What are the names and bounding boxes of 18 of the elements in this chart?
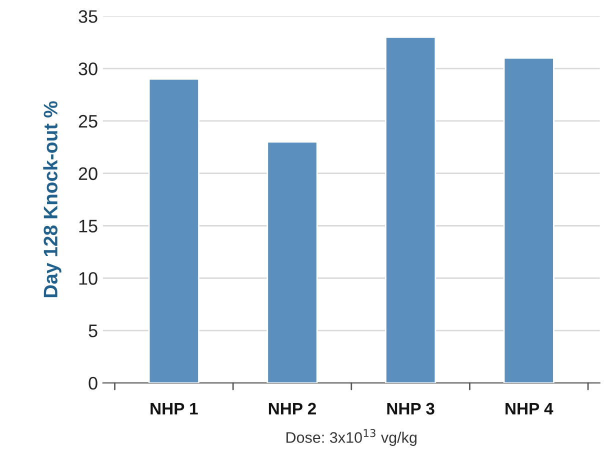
bar [266, 141, 318, 383]
x-tick-label: NHP 2 [268, 402, 316, 414]
x-tick-label: NHP 1 [150, 402, 198, 414]
bar [503, 57, 554, 383]
y-axis-title: Day 128 Knock-out % [43, 101, 62, 298]
y-tick-label: 20 [78, 167, 98, 180]
y-tick-label: 30 [78, 62, 98, 76]
x-tick-label: NHP 4 [506, 402, 554, 414]
bar [385, 36, 436, 383]
y-tick-label: 0 [88, 376, 98, 390]
x-axis-title: Dose: 3x10$^{13}$ vg/kg [286, 428, 416, 446]
y-tick-label: 15 [79, 220, 98, 232]
y-tick-label: 10 [79, 272, 98, 285]
y-tick-label: 35 [78, 10, 98, 23]
y-tick-label: 25 [78, 114, 98, 128]
bar [148, 78, 200, 383]
x-tick-label: NHP 3 [387, 402, 434, 415]
y-tick-label: 5 [88, 324, 98, 338]
